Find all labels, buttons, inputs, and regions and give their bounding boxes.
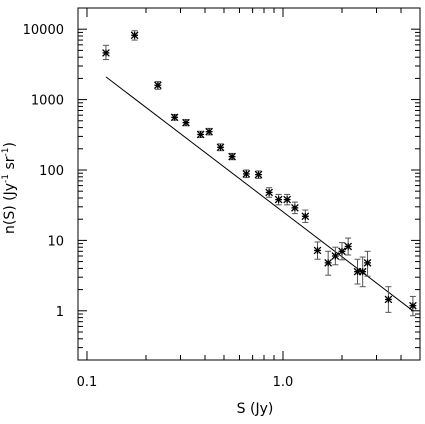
y-axis-label-exp1: -1: [1, 174, 11, 183]
marker-d2: [384, 295, 393, 304]
data-point: [409, 295, 417, 317]
data-point: [313, 241, 322, 260]
marker-d2: [228, 152, 236, 161]
y-axis-label-main: n(S) (Jy: [2, 183, 18, 234]
y-tick-label: 1000: [31, 94, 64, 109]
marker-d2: [154, 81, 162, 90]
marker-d2: [182, 118, 190, 127]
data-point: [216, 143, 225, 152]
marker-d2: [313, 246, 322, 255]
marker-d2: [338, 247, 346, 256]
data-point: [265, 187, 274, 198]
marker-d2: [130, 31, 139, 40]
y-axis-label-mid: sr: [2, 156, 18, 174]
x-axis-label: S (Jy): [237, 401, 274, 417]
marker-d2: [363, 258, 372, 267]
data-point: [344, 237, 353, 256]
marker-d2: [344, 242, 353, 251]
data-point: [291, 201, 299, 215]
data-point: [331, 246, 340, 266]
marker-d2: [358, 267, 367, 276]
marker-d2: [324, 258, 333, 267]
data-point: [242, 169, 251, 179]
y-tick-label: 10: [47, 234, 64, 249]
marker-d2: [242, 170, 251, 178]
marker-d2: [170, 113, 179, 122]
marker-d2: [301, 212, 310, 221]
data-point: [338, 242, 346, 261]
data-point: [283, 193, 292, 206]
y-tick-label: 1: [56, 305, 64, 320]
data-point: [228, 152, 236, 161]
axes-layer: 0.1 1.0 1 10 100 1000 10000: [23, 7, 421, 390]
data-point: [196, 130, 205, 139]
data-point: [182, 118, 190, 127]
y-axis-label-close: ): [2, 142, 18, 147]
data-point: [205, 127, 213, 136]
y-axis-label: n(S) (Jy-1 sr-1): [1, 142, 18, 234]
data-point: [384, 286, 393, 313]
y-tick-label: 100: [39, 164, 64, 179]
marker-d2: [216, 143, 225, 152]
x-tick-label: 1.0: [273, 375, 294, 390]
data-point: [324, 250, 333, 276]
marker-d2: [196, 130, 205, 139]
data-point: [301, 209, 310, 223]
marker-d2: [274, 195, 283, 204]
data-point: [274, 193, 283, 206]
data-point: [102, 44, 110, 61]
x-tick-label: 0.1: [77, 375, 98, 390]
data-point: [254, 170, 263, 179]
y-axis-label-exp2: -1: [1, 147, 11, 156]
data-point: [130, 30, 139, 41]
data-point: [154, 81, 162, 90]
plot-frame: [77, 7, 421, 361]
data-point: [363, 250, 372, 277]
marker-d2: [283, 195, 292, 204]
data-points-layer: [102, 30, 417, 317]
y-tick-label: 10000: [23, 23, 64, 38]
marker-d2: [291, 203, 299, 212]
data-point: [170, 113, 179, 122]
data-point: [358, 256, 367, 288]
marker-d2: [331, 252, 340, 260]
marker-d2: [409, 301, 417, 310]
marker-d2: [265, 188, 274, 197]
marker-d2: [205, 127, 213, 136]
marker-d2: [254, 170, 263, 179]
marker-d2: [102, 49, 110, 57]
